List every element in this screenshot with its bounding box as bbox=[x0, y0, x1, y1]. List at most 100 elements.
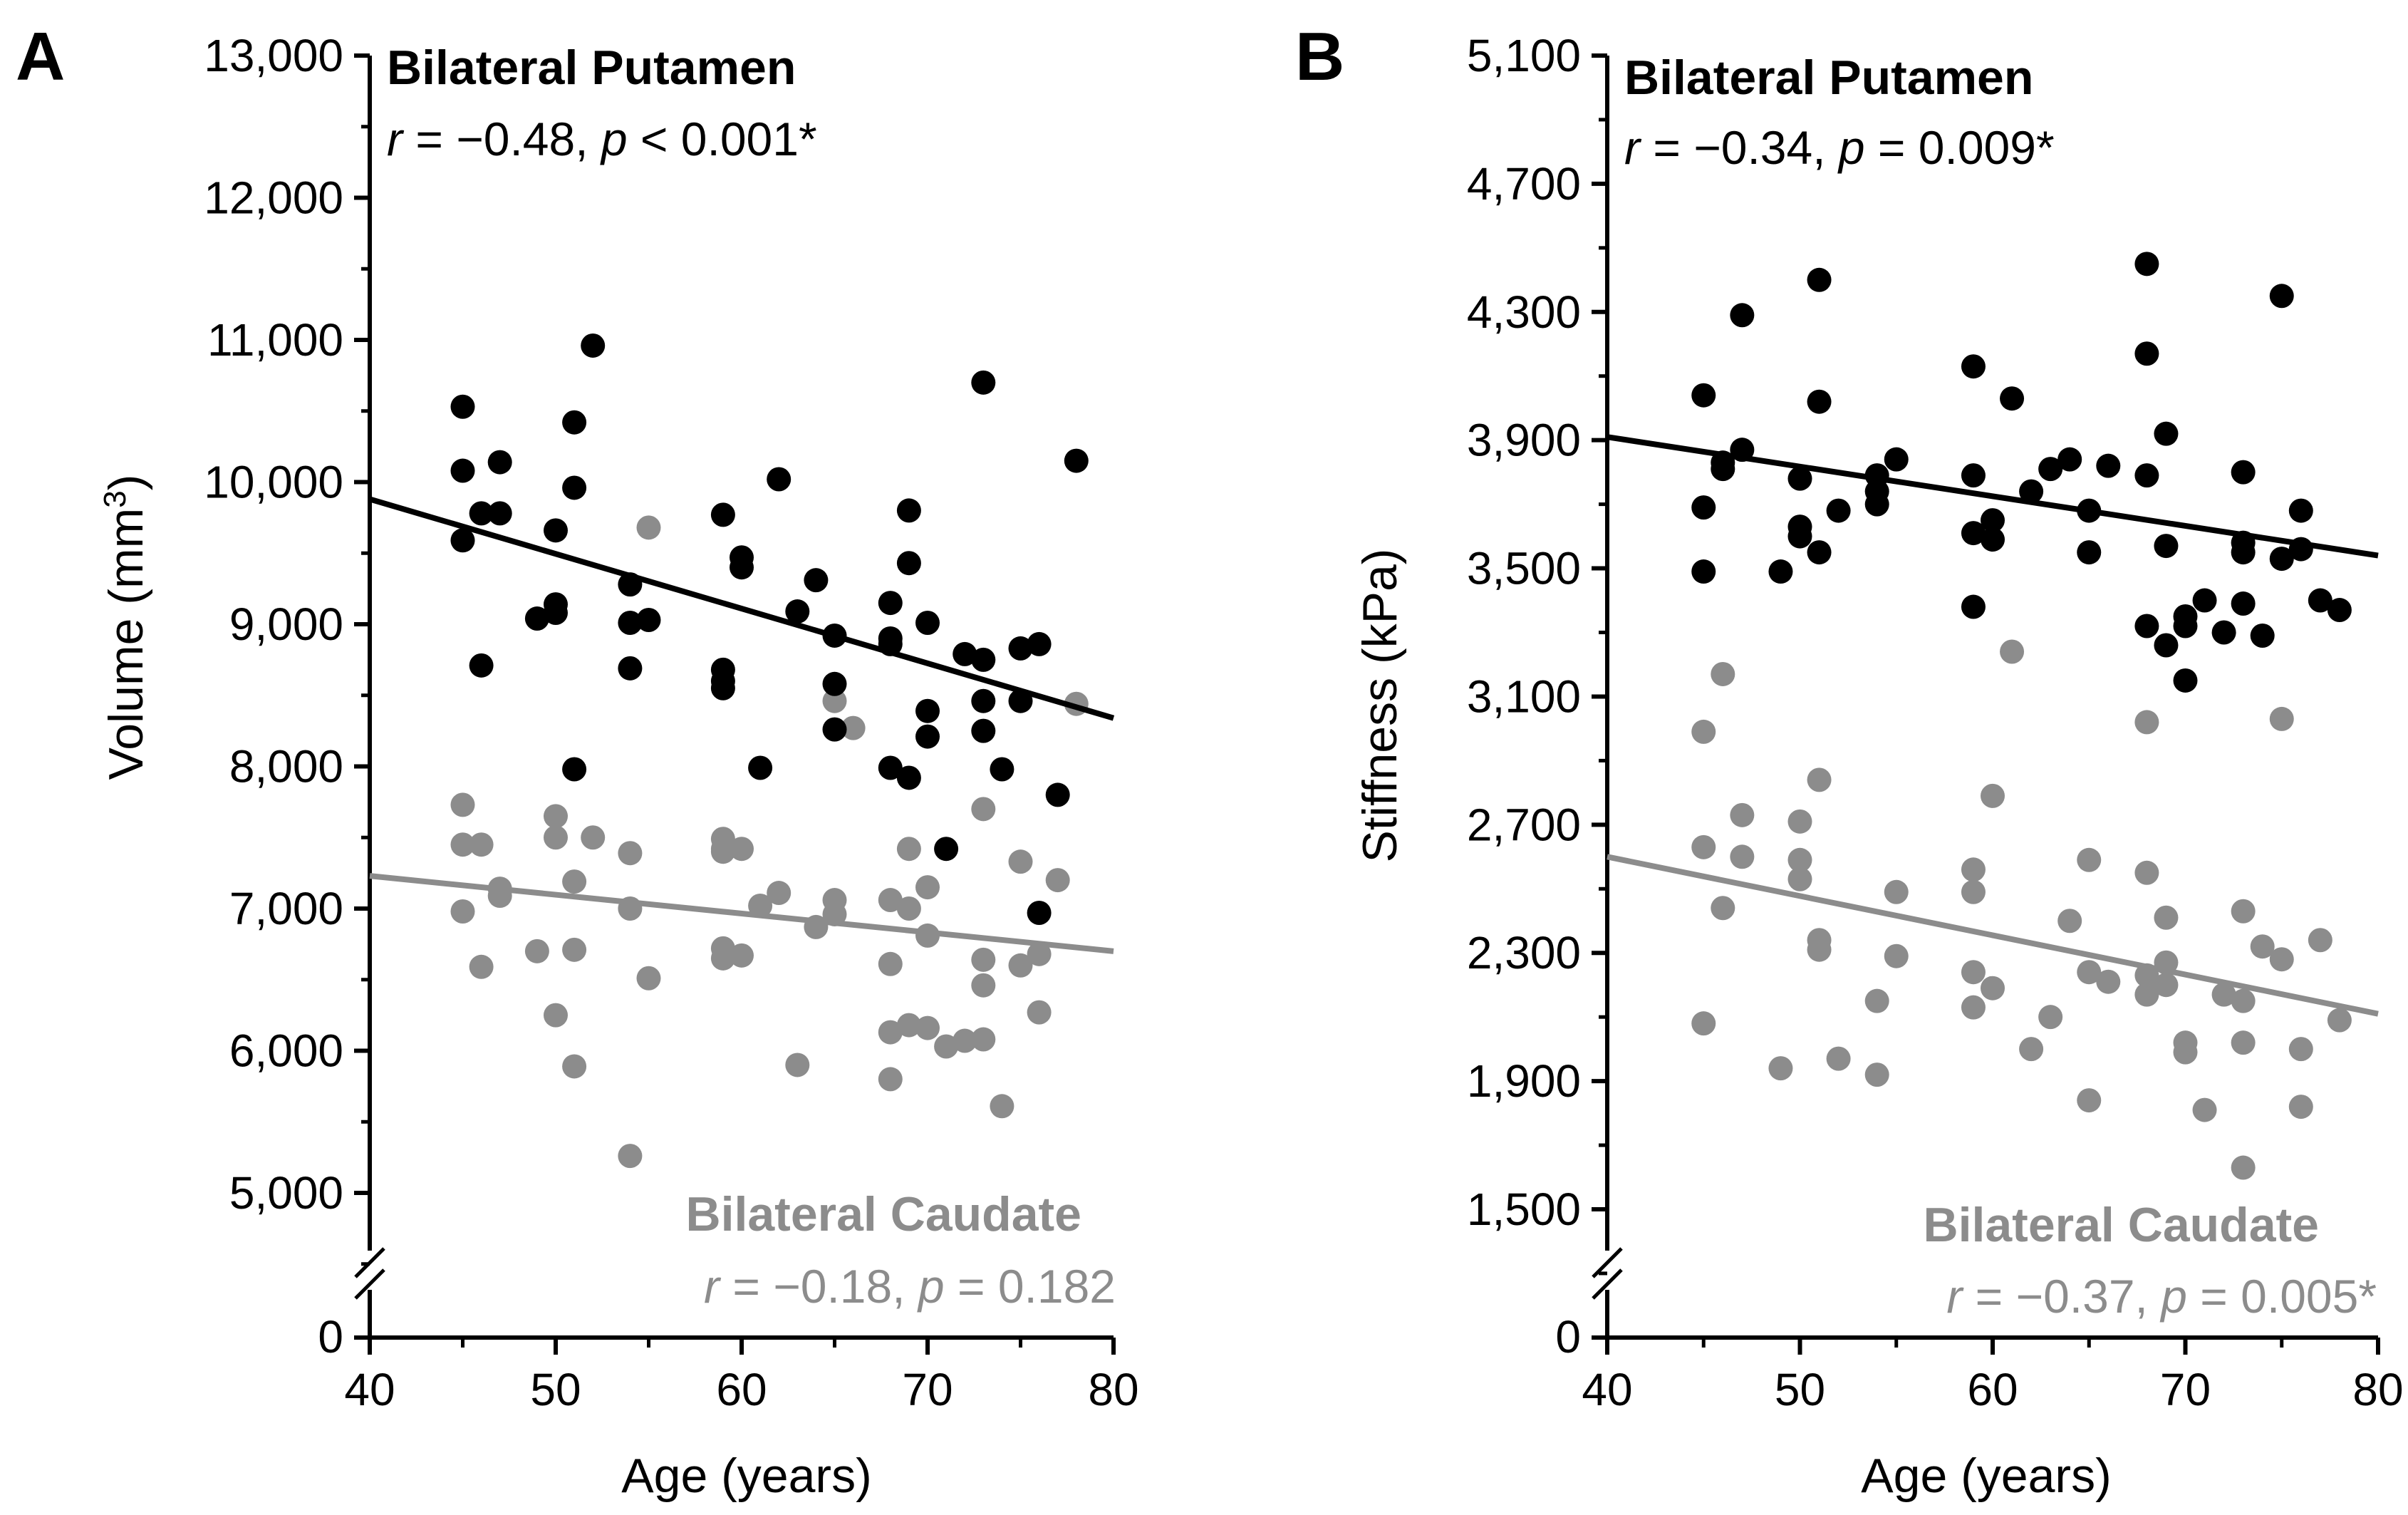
data-point-caudate bbox=[1981, 783, 2005, 808]
x-axis-label-b: Age (years) bbox=[1861, 1449, 2111, 1503]
data-point-putamen bbox=[1961, 594, 1986, 619]
data-point-putamen bbox=[748, 755, 773, 780]
data-point-putamen bbox=[487, 501, 512, 526]
data-point-putamen bbox=[1787, 524, 1812, 549]
data-point-putamen bbox=[767, 467, 792, 492]
y-tick-label-b: 3,100 bbox=[1467, 671, 1581, 722]
data-point-putamen bbox=[2134, 463, 2159, 488]
x-tick-label-b: 40 bbox=[1582, 1364, 1632, 1415]
y-tick-label-a: 6,000 bbox=[229, 1025, 343, 1077]
data-point-putamen bbox=[1027, 631, 1052, 656]
data-point-caudate bbox=[1008, 849, 1033, 874]
data-point-caudate bbox=[2192, 1097, 2217, 1122]
data-point-caudate bbox=[2327, 1008, 2352, 1033]
y-tick-label-b: 4,300 bbox=[1467, 286, 1581, 338]
data-point-putamen bbox=[1064, 448, 1089, 473]
data-point-putamen bbox=[2269, 284, 2294, 309]
data-point-caudate bbox=[1027, 941, 1052, 966]
annotation-caudate-stats-a: r = −0.18, p = 0.182 bbox=[704, 1260, 1116, 1313]
data-point-caudate bbox=[2154, 905, 2179, 930]
data-point-caudate bbox=[2231, 899, 2256, 924]
data-point-caudate bbox=[2134, 982, 2159, 1007]
data-point-putamen bbox=[804, 568, 829, 593]
data-point-caudate bbox=[618, 1144, 643, 1169]
data-point-putamen bbox=[2154, 633, 2179, 658]
data-point-caudate bbox=[971, 973, 996, 998]
data-point-caudate bbox=[971, 947, 996, 972]
data-point-caudate bbox=[1787, 847, 1812, 872]
data-point-putamen bbox=[878, 591, 903, 616]
data-point-caudate bbox=[2231, 988, 2256, 1013]
data-point-putamen bbox=[1768, 559, 1793, 584]
data-point-caudate bbox=[934, 1034, 959, 1059]
annotation-caudate-stats-b: r = −0.37, p = 0.005* bbox=[1946, 1270, 2377, 1323]
data-point-caudate bbox=[915, 1015, 940, 1040]
series-putamen-b bbox=[1691, 252, 2352, 693]
data-point-caudate bbox=[636, 966, 661, 991]
data-point-caudate bbox=[2288, 1037, 2313, 1062]
data-point-caudate bbox=[469, 954, 494, 979]
data-point-putamen bbox=[636, 608, 661, 633]
data-point-putamen bbox=[2154, 534, 2179, 559]
x-tick-label-a: 80 bbox=[1088, 1364, 1138, 1415]
data-point-caudate bbox=[748, 894, 773, 919]
data-point-putamen bbox=[971, 688, 996, 713]
data-point-caudate bbox=[822, 688, 847, 713]
data-point-putamen bbox=[1691, 495, 1716, 520]
y-tick-label-a: 7,000 bbox=[229, 883, 343, 934]
x-tick-label-b: 80 bbox=[2352, 1364, 2403, 1415]
data-point-putamen bbox=[896, 551, 921, 576]
data-point-putamen bbox=[2000, 386, 2025, 411]
data-point-putamen bbox=[1691, 383, 1716, 408]
data-point-caudate bbox=[896, 1013, 921, 1038]
annotation-caudate-a: Bilateral Caudate r = −0.18, p = 0.182 bbox=[685, 1187, 1116, 1313]
data-point-putamen bbox=[1807, 540, 1832, 565]
data-point-putamen bbox=[1027, 900, 1052, 925]
data-point-caudate bbox=[1691, 719, 1716, 744]
data-point-caudate bbox=[1711, 896, 1735, 921]
x-tick-label-b: 70 bbox=[2160, 1364, 2211, 1415]
data-point-caudate bbox=[450, 792, 475, 817]
data-point-caudate bbox=[1768, 1056, 1793, 1081]
data-point-putamen bbox=[785, 599, 810, 624]
y-tick-label-a: 10,000 bbox=[204, 457, 343, 508]
data-point-caudate bbox=[710, 839, 735, 864]
fit-line-putamen-a bbox=[368, 496, 1115, 721]
data-point-caudate bbox=[971, 797, 996, 822]
data-point-caudate bbox=[581, 825, 606, 850]
y-tick-label-b: 5,100 bbox=[1467, 30, 1581, 81]
data-point-putamen bbox=[896, 765, 921, 790]
data-point-caudate bbox=[450, 832, 475, 857]
data-point-putamen bbox=[2134, 614, 2159, 638]
panel-letter-a: A bbox=[16, 19, 65, 95]
data-point-putamen bbox=[1807, 267, 1832, 292]
y-axis-b: 1,500 1,900 2,300 2,700 3,100 3,500 3,900 4,300… bbox=[1467, 30, 1623, 1340]
data-point-putamen bbox=[581, 333, 606, 358]
data-point-putamen bbox=[618, 656, 643, 681]
data-point-putamen bbox=[2231, 540, 2256, 565]
data-point-putamen bbox=[2077, 540, 2102, 565]
data-point-putamen bbox=[2192, 588, 2217, 613]
data-point-putamen bbox=[562, 475, 587, 500]
data-point-caudate bbox=[2231, 1155, 2256, 1180]
data-point-caudate bbox=[2096, 969, 2121, 994]
annotation-putamen-title-a: Bilateral Putamen bbox=[387, 41, 796, 95]
data-point-caudate bbox=[990, 1094, 1014, 1119]
data-point-caudate bbox=[562, 869, 587, 894]
data-point-putamen bbox=[934, 837, 959, 862]
data-point-putamen bbox=[2173, 668, 2198, 693]
data-point-caudate bbox=[544, 825, 568, 850]
data-point-caudate bbox=[767, 881, 792, 906]
data-point-caudate bbox=[2134, 860, 2159, 885]
data-point-caudate bbox=[2134, 710, 2159, 735]
data-point-caudate bbox=[1826, 1046, 1851, 1071]
data-point-caudate bbox=[1027, 1000, 1052, 1025]
annotation-caudate-title-b: Bilateral Caudate bbox=[1923, 1198, 2319, 1252]
data-point-caudate bbox=[953, 1028, 977, 1053]
data-point-caudate bbox=[896, 837, 921, 862]
data-point-caudate bbox=[469, 832, 494, 857]
data-point-caudate bbox=[971, 1027, 996, 1052]
data-point-caudate bbox=[2077, 1088, 2102, 1113]
data-point-putamen bbox=[2269, 547, 2294, 572]
data-point-putamen bbox=[524, 606, 549, 631]
